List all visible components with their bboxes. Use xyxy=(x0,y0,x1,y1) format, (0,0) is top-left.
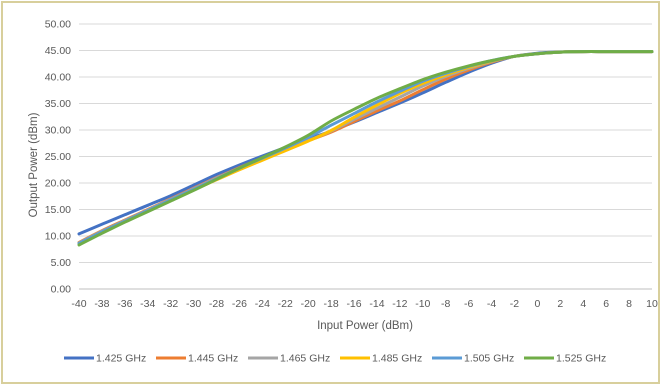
x-tick-label: -30 xyxy=(186,298,201,310)
x-tick-label: -6 xyxy=(464,298,473,310)
y-tick-label: 0.00 xyxy=(51,284,72,296)
legend-label: 1.445 GHz xyxy=(188,353,238,365)
x-tick-label: -12 xyxy=(392,298,407,310)
y-tick-label: 10.00 xyxy=(45,231,71,243)
gridlines xyxy=(79,23,652,290)
series-lines xyxy=(77,50,654,247)
legend-label: 1.425 GHz xyxy=(96,353,146,365)
x-tick-label: 8 xyxy=(626,298,632,310)
x-tick-label: -40 xyxy=(71,298,86,310)
x-tick-label: -16 xyxy=(346,298,361,310)
series-line-1-425-ghz xyxy=(77,50,654,236)
x-tick-label: -18 xyxy=(324,298,339,310)
x-tick-label: 4 xyxy=(580,298,586,310)
x-tick-label: -8 xyxy=(441,298,450,310)
x-tick-label: -28 xyxy=(209,298,224,310)
x-tick-label: 0 xyxy=(534,298,540,310)
legend-label: 1.485 GHz xyxy=(372,353,422,365)
x-axis-ticks: -40 -38 -36 -34 -32 -30 -28 -26 -24 -22 -20 -18 -16-… xyxy=(71,298,658,310)
x-tick-label: -20 xyxy=(301,298,316,310)
x-axis-title: Input Power (dBm) xyxy=(317,320,413,332)
y-tick-label: 30.00 xyxy=(45,125,71,137)
series-line-1-505-ghz xyxy=(77,50,654,245)
x-tick-label: 6 xyxy=(603,298,609,310)
y-tick-label: 20.00 xyxy=(45,178,71,190)
x-tick-label: -10 xyxy=(415,298,430,310)
x-tick-label: -26 xyxy=(232,298,247,310)
y-axis-title: Output Power (dBm) xyxy=(28,112,40,217)
y-tick-label: 5.00 xyxy=(51,257,72,269)
y-tick-label: 15.00 xyxy=(45,204,71,216)
x-tick-label: -36 xyxy=(117,298,132,310)
series-line-1-465-ghz xyxy=(77,50,654,245)
y-tick-label: 45.00 xyxy=(45,45,71,57)
x-tick-label: -24 xyxy=(255,298,270,310)
legend: 1.425 GHz 1.445 GHz 1.465 GHz 1.485 GHz 1.50… xyxy=(64,353,606,365)
legend-label: 1.505 GHz xyxy=(464,353,514,365)
series-line-1-485-ghz xyxy=(77,50,654,245)
y-tick-label: 50.00 xyxy=(45,19,71,31)
x-tick-label: -2 xyxy=(510,298,519,310)
series-line-1-445-ghz xyxy=(77,50,654,244)
y-tick-label: 25.00 xyxy=(45,151,71,163)
legend-label: 1.465 GHz xyxy=(280,353,330,365)
y-axis-ticks: 0.00 5.00 10.00 15.00 20.00 25.00 30.00 35.00 40… xyxy=(45,19,71,296)
y-tick-label: 35.00 xyxy=(45,98,71,110)
x-tick-label: -4 xyxy=(487,298,496,310)
x-tick-label: -32 xyxy=(163,298,178,310)
chart-frame xyxy=(1,1,660,384)
series-line-1-525-ghz xyxy=(77,50,654,247)
x-tick-label: 2 xyxy=(557,298,563,310)
y-tick-label: 40.00 xyxy=(45,72,71,84)
x-tick-label: -14 xyxy=(369,298,384,310)
x-tick-label: 10 xyxy=(646,298,658,310)
x-tick-label: -22 xyxy=(278,298,293,310)
legend-label: 1.525 GHz xyxy=(556,353,606,365)
x-tick-label: -34 xyxy=(140,298,155,310)
x-tick-label: -38 xyxy=(94,298,109,310)
